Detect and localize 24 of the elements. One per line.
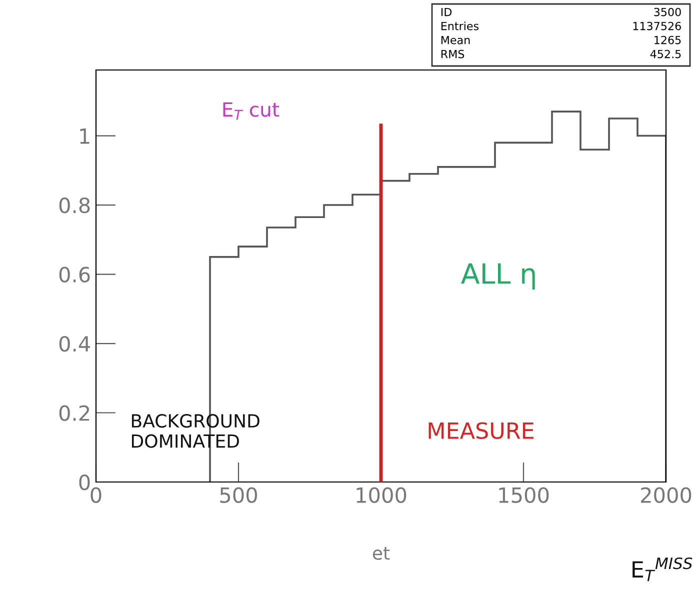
text: ID [441,8,452,16]
text: Mean [441,36,470,44]
y-tick-label: 0.8 [59,197,90,214]
text: 452.5 [650,50,681,58]
text: 1137526 [633,22,681,30]
text: E$_{T}$$^{MISS}$ [632,557,692,582]
text: 3500 [654,8,681,16]
text: Entries [441,22,479,30]
y-tick-label: 0 [79,474,90,490]
annotation: E$_{T}$ cut [223,102,280,120]
x-axis-title: et [372,546,390,560]
y-tick-label: 0.2 [59,405,90,421]
x-tick-label: 500 [220,487,257,503]
text: RMS [441,50,464,58]
x-tick-label: 2000 [641,487,692,503]
annotation: ALL η [461,263,535,290]
x-tick-label: 0 [90,487,102,503]
y-tick-label: 0.4 [59,336,90,352]
y-tick-label: 1 [80,128,90,144]
x-tick-label: 1500 [499,487,549,503]
y-tick-label: 0.6 [59,266,90,282]
text: 1265 [654,36,681,44]
annotation: MEASURE [428,422,534,440]
x-tick-label: 1000 [356,487,406,503]
